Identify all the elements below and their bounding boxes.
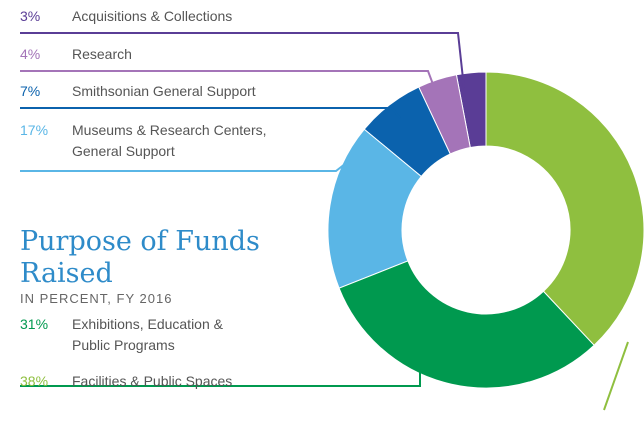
leader-line xyxy=(20,70,438,96)
legend-item: 31% Exhibitions, Education & Public Progr… xyxy=(20,314,260,356)
category-label: Exhibitions, Education & Public Programs xyxy=(72,316,223,353)
category-label: Acquisitions & Collections xyxy=(72,8,233,24)
value-label: 7% xyxy=(20,83,41,99)
donut-segment xyxy=(327,128,422,289)
category-label: Smithsonian General Support xyxy=(72,83,256,99)
leader-line xyxy=(20,32,465,89)
legend-item: 4% Research xyxy=(20,44,420,65)
leader-line xyxy=(20,159,351,172)
legend-item: 38% Facilities & Public Spaces xyxy=(20,371,420,392)
leader-line xyxy=(20,107,401,119)
leader-line xyxy=(20,372,421,387)
legend-item: 7% Smithsonian General Support xyxy=(20,81,420,102)
chart-title: Purpose of Funds Raised xyxy=(20,226,260,289)
value-label: 3% xyxy=(20,8,41,24)
category-label: Facilities & Public Spaces xyxy=(72,373,233,389)
value-label: 31% xyxy=(20,316,49,332)
donut-segment xyxy=(485,71,644,346)
legend-item: 3% Acquisitions & Collections xyxy=(20,6,420,27)
donut-segment xyxy=(338,260,595,389)
value-label: 38% xyxy=(20,373,49,389)
category-label: Research xyxy=(72,46,132,62)
legend-item: 17% Museums & Research Centers, General S… xyxy=(20,120,320,162)
leader-line xyxy=(603,341,629,411)
value-label: 4% xyxy=(20,46,41,62)
value-label: 17% xyxy=(20,122,49,138)
category-label: Museums & Research Centers, General Supp… xyxy=(72,122,267,159)
chart-subtitle: IN PERCENT, FY 2016 xyxy=(20,291,173,306)
